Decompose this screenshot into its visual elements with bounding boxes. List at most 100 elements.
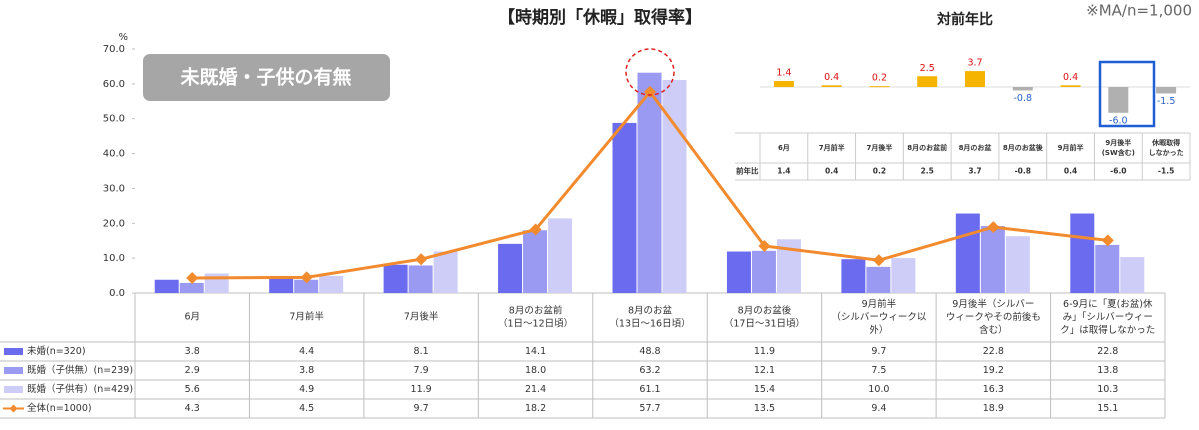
bar <box>1012 87 1033 91</box>
line-marker <box>529 223 542 236</box>
x-category-label: 6月 <box>184 312 200 323</box>
bar <box>1156 87 1177 94</box>
table-value: 16.3 <box>983 384 1004 395</box>
x-category-label: 8月のお盆前（1日～12日頃） <box>498 304 573 329</box>
bar <box>1095 244 1120 293</box>
table-value: 5.6 <box>185 384 200 395</box>
bar <box>917 76 938 87</box>
table-value: 63.2 <box>639 365 660 376</box>
table-value: 2.9 <box>185 365 200 376</box>
y-tick-label: 30.0 <box>103 183 125 194</box>
table-value: -0.8 <box>1015 167 1031 176</box>
table-value: 9.7 <box>414 403 429 414</box>
line-marker <box>758 239 771 252</box>
table-value: 15.1 <box>1097 403 1118 414</box>
x-category-label: 6-9月に「夏(お盆)休み」「シルバーウィーク」は取得しなかった <box>1060 298 1155 336</box>
x-category-label: 7月後半 <box>404 311 439 323</box>
value-label: 0.4 <box>824 72 839 83</box>
table-value: 11.9 <box>411 384 432 395</box>
table-value: 10.3 <box>1097 384 1118 395</box>
x-category-label: 9月前半（シルバーウィーク以外） <box>831 298 927 336</box>
table-value: 22.8 <box>1097 346 1118 357</box>
bar <box>751 250 776 293</box>
x-category-label: 9月前半 <box>1058 143 1084 152</box>
x-category-label: 9月後半（シルバーウィークやその前後も含む） <box>946 298 1041 336</box>
badge-bg <box>143 54 390 101</box>
legend-swatch <box>4 386 23 393</box>
table-value: 19.2 <box>983 365 1004 376</box>
highlight-circle <box>625 48 675 96</box>
line-marker <box>644 85 656 98</box>
table-value: 9.7 <box>871 346 886 357</box>
x-category-label: 休暇取得しなかった <box>1149 138 1184 157</box>
table-value: 3.7 <box>968 167 981 176</box>
table-value: 3.8 <box>299 365 314 376</box>
table-value: 4.4 <box>299 346 314 357</box>
value-label: 3.7 <box>967 58 982 69</box>
table-value: 13.8 <box>1097 365 1118 376</box>
inset-title: 対前年比 <box>936 11 993 28</box>
row-label: 前年比 <box>736 166 759 176</box>
table-value: 9.4 <box>871 403 886 414</box>
line-marker <box>987 221 1000 234</box>
table-value: 4.9 <box>299 384 314 395</box>
x-category-label: 6月 <box>778 144 790 152</box>
line-marker <box>186 272 199 285</box>
table-value: 0.2 <box>873 167 886 176</box>
table-value: 0.4 <box>825 167 838 176</box>
bar <box>637 72 662 294</box>
x-category-label: 8月のお盆後（17日～31日頃） <box>724 304 805 329</box>
table-value: 7.9 <box>414 365 429 376</box>
table-value: 57.7 <box>639 403 660 414</box>
table-value: 4.3 <box>185 403 200 414</box>
y-tick-label: 40.0 <box>103 149 125 160</box>
value-label: 0.2 <box>872 73 887 84</box>
legend-label: 既婚（子供無）(n=239) <box>27 364 133 376</box>
bar <box>548 218 573 293</box>
y-tick-label: 20.0 <box>103 218 125 229</box>
bar <box>866 266 891 293</box>
table-value: 21.4 <box>525 384 546 395</box>
y-tick-label: 10.0 <box>103 253 125 264</box>
x-category-label: 8月のお盆前 <box>907 143 947 152</box>
bar <box>841 259 866 293</box>
bar <box>1120 257 1145 293</box>
table-value: 12.1 <box>754 365 775 376</box>
bar <box>891 258 916 293</box>
bar <box>980 226 1005 293</box>
bar <box>1108 87 1129 113</box>
value-label: 2.5 <box>920 63 935 74</box>
badge: 未既婚・子供の有無 <box>179 66 351 89</box>
value-label: 0.4 <box>1063 72 1078 83</box>
table-value: 2.5 <box>921 167 934 176</box>
table-value: 61.1 <box>639 384 660 395</box>
value-label: -6.0 <box>1109 115 1128 126</box>
table-value: 11.9 <box>754 346 775 357</box>
chart-title: 【時期別「休暇」取得率】 <box>498 7 702 28</box>
table-value: 10.0 <box>868 384 889 395</box>
table-value: 14.1 <box>525 346 546 357</box>
bar <box>726 251 751 293</box>
legend-label: 未婚(n=320) <box>27 345 86 357</box>
value-label: -1.5 <box>1157 96 1176 107</box>
table-value: 3.8 <box>185 346 200 357</box>
sample-note: ※MA/n=1,000 <box>1086 2 1192 20</box>
x-category-label: 7月前半 <box>289 311 324 323</box>
bar <box>773 80 794 87</box>
legend-marker <box>9 404 18 413</box>
bar <box>955 213 980 293</box>
value-label: 1.4 <box>776 67 791 78</box>
bar <box>965 71 985 87</box>
bar <box>869 86 890 88</box>
y-tick-label: 60.0 <box>103 79 125 90</box>
bar <box>408 265 433 293</box>
legend-swatch <box>4 348 23 355</box>
legend-label: 全体(n=1000) <box>27 402 92 414</box>
bar <box>1005 236 1030 293</box>
table-value: 48.8 <box>639 346 660 357</box>
bar <box>821 85 842 87</box>
value-label: -0.8 <box>1014 93 1033 104</box>
table-value: 1.4 <box>777 167 790 176</box>
table-value: 18.2 <box>525 403 546 414</box>
table-value: -1.5 <box>1158 167 1174 176</box>
